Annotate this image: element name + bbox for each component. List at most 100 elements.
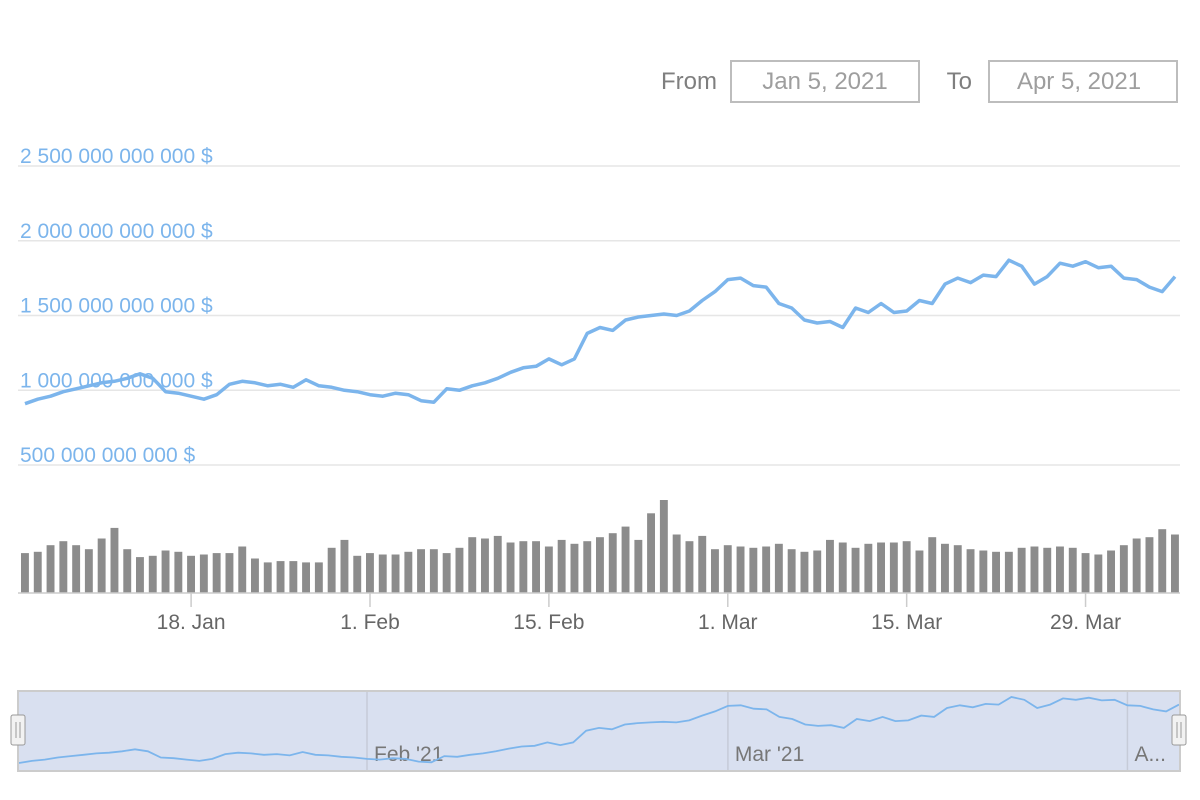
- volume-bar: [647, 513, 655, 593]
- volume-bar: [161, 550, 170, 593]
- volume-bar: [455, 547, 464, 593]
- volume-bar: [366, 553, 374, 593]
- volume-bar: [762, 546, 771, 593]
- x-tick-label: 1. Mar: [698, 611, 758, 634]
- volume-bar: [404, 551, 413, 593]
- volume-bar: [59, 541, 68, 593]
- volume-bar: [212, 553, 221, 593]
- navigator[interactable]: Feb '21 Mar '21 A...: [10, 690, 1187, 772]
- volume-bar: [532, 541, 540, 593]
- volume-bar: [979, 550, 988, 593]
- navigator-label: A...: [1134, 743, 1166, 766]
- to-date-input[interactable]: Apr 5, 2021: [988, 60, 1178, 103]
- volume-bar: [583, 541, 592, 593]
- volume-bar: [1171, 534, 1179, 593]
- volume-bar: [1145, 537, 1154, 593]
- range-selector: From Jan 5, 2021 To Apr 5, 2021: [661, 60, 1178, 103]
- navigator-right-handle[interactable]: [1171, 714, 1187, 746]
- volume-bar: [429, 549, 438, 593]
- volume-bar: [851, 547, 860, 593]
- volume-bar: [698, 535, 707, 593]
- volume-bar: [46, 545, 55, 593]
- volume-bar: [928, 537, 937, 593]
- volume-bar: [787, 549, 796, 593]
- x-tick-label: 1. Feb: [340, 611, 400, 634]
- y-tick-label: 500 000 000 000 $: [20, 444, 195, 467]
- volume-bar: [187, 555, 195, 593]
- volume-bar: [813, 550, 822, 593]
- volume-bar: [1004, 551, 1013, 593]
- volume-bar: [84, 549, 93, 593]
- volume-bar: [353, 555, 362, 593]
- volume-bar: [736, 546, 745, 593]
- navigator-left-handle-box[interactable]: [10, 714, 26, 746]
- navigator-right-handle-box[interactable]: [1171, 714, 1187, 746]
- volume-bar: [1068, 547, 1077, 593]
- y-tick-label: 2 500 000 000 000 $: [20, 145, 213, 168]
- volume-bar: [992, 551, 1000, 593]
- volume-bar: [864, 543, 873, 593]
- y-tick-label: 1 500 000 000 000 $: [20, 295, 213, 318]
- volume-bar: [672, 534, 681, 593]
- volume-bar: [506, 542, 515, 593]
- volume-bar: [1056, 546, 1064, 593]
- volume-bar: [1043, 547, 1052, 593]
- volume-bar: [608, 533, 617, 593]
- volume-bar: [276, 561, 285, 593]
- volume-bar: [1132, 538, 1141, 593]
- volume-bar: [915, 550, 924, 593]
- volume-bar: [570, 543, 579, 593]
- volume-bar: [749, 547, 758, 593]
- volume-bar: [902, 541, 911, 593]
- volume-bar: [1081, 553, 1090, 593]
- volume-bar: [123, 549, 132, 593]
- volume-bar: [544, 546, 553, 593]
- x-axis-labels: 18. Jan 1. Feb 15. Feb 1. Mar 15. Mar 29. Mar: [157, 593, 1121, 634]
- navigator-left-handle[interactable]: [10, 714, 26, 746]
- y-tick-label: 2 000 000 000 000 $: [20, 220, 213, 243]
- volume-bar: [174, 551, 183, 593]
- navigator-selected-range[interactable]: [18, 691, 1180, 771]
- volume-bar: [877, 542, 885, 593]
- volume-bar: [800, 551, 809, 593]
- volume-bar: [148, 555, 157, 593]
- from-date-input[interactable]: Jan 5, 2021: [730, 60, 920, 103]
- volume-bar: [72, 545, 81, 593]
- volume-bar: [251, 558, 259, 593]
- to-date-input-box[interactable]: [988, 60, 1178, 103]
- volume-bar: [685, 541, 694, 593]
- volume-bar: [1119, 545, 1128, 593]
- volume-bar: [1107, 550, 1115, 593]
- from-date-value: Jan 5, 2021: [762, 68, 887, 95]
- x-tick-label: 18. Jan: [157, 611, 226, 634]
- volume-bar: [1030, 546, 1039, 593]
- volume-bar: [1158, 529, 1167, 593]
- volume-series: [21, 500, 1179, 593]
- volume-bar: [391, 554, 400, 593]
- volume-bar: [33, 551, 42, 593]
- volume-bar: [838, 542, 847, 593]
- to-label: To: [947, 68, 972, 95]
- from-date-input-box[interactable]: [730, 60, 920, 103]
- volume-bar: [417, 549, 425, 593]
- volume-bar: [621, 526, 630, 593]
- volume-bar: [774, 543, 783, 593]
- volume-bar: [340, 539, 349, 593]
- volume-bar: [711, 549, 719, 593]
- volume-bar: [289, 561, 298, 593]
- navigator-line: [18, 696, 1180, 764]
- volume-bar: [225, 553, 234, 593]
- x-tick-label: 15. Mar: [871, 611, 942, 634]
- volume-bar: [953, 545, 962, 593]
- navigator-label: Mar '21: [735, 743, 804, 766]
- volume-bar: [468, 537, 477, 593]
- volume-bar: [557, 539, 566, 593]
- volume-bar: [889, 542, 898, 593]
- volume-bar: [941, 543, 949, 593]
- volume-bar: [442, 553, 451, 593]
- y-axis-labels: 500 000 000 000 $1 000 000 000 000 $1 50…: [20, 145, 213, 467]
- volume-bar: [826, 539, 834, 593]
- to-date-value: Apr 5, 2021: [1017, 68, 1141, 95]
- volume-bar: [110, 527, 119, 593]
- volume-bar: [1094, 554, 1103, 593]
